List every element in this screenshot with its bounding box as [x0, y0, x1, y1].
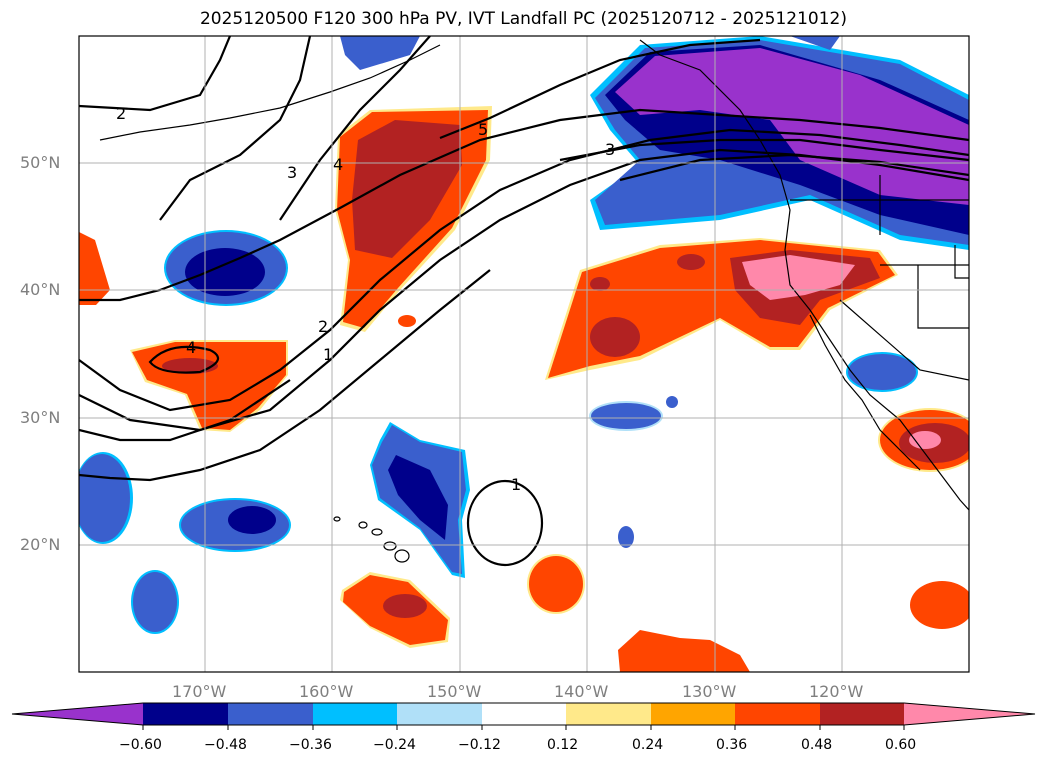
shade-central-ridge-core: [352, 120, 462, 258]
contour-label-1-closed: 1: [511, 475, 521, 494]
shade-socal-blob: [848, 354, 916, 390]
coastlines: [99, 39, 969, 511]
pv-contour-mid: [79, 108, 969, 302]
shade-tiny-blue-2: [618, 526, 634, 548]
map-panel: 2 3 4 5 3 4 2 1 1: [79, 36, 969, 672]
pv-contour-2-mid: [79, 128, 969, 412]
shade-hawaii-south-core: [383, 594, 427, 618]
pv-contour-south-1: [79, 269, 491, 482]
shade-small-orange: [529, 556, 583, 612]
map-frame: [78, 35, 970, 673]
lat-label-20n: 20°N: [20, 535, 61, 554]
contour-label-1-mid: 1: [323, 345, 333, 364]
colorbar-label: −0.12: [458, 737, 501, 753]
coastline-na-west: [639, 39, 969, 511]
shade-west-low-core: [185, 248, 265, 296]
lon-label-150w: 150°W: [427, 682, 482, 701]
colorbar-label: 0.24: [632, 737, 664, 753]
contour-label-2-mid: 2: [318, 317, 328, 336]
colorbar-segment: [143, 703, 228, 725]
pv-contour-1-closed: [466, 479, 544, 567]
shade-tiny-blue-1: [666, 396, 678, 408]
shade-coastal-core-2: [590, 317, 640, 357]
colorbar: [11, 702, 1036, 730]
colorbar-segment: [566, 703, 651, 725]
lon-label-160w: 160°W: [299, 682, 354, 701]
gridlines: [79, 36, 969, 672]
pv-contour-4-west: [148, 345, 220, 374]
shade-aleutian-2: [790, 36, 840, 50]
pv-contour-west-2: [79, 379, 291, 442]
colorbar-extend-right: [904, 703, 1035, 725]
shade-tiny-orange: [398, 315, 416, 327]
shade-hawaii-core: [388, 455, 448, 540]
pv-contour-4-north: [279, 36, 431, 221]
lon-label-120w: 120°W: [809, 682, 864, 701]
shade-small-south-blob: [133, 572, 177, 632]
colorbar-segment: [482, 703, 566, 725]
colorbar-segment: [820, 703, 904, 725]
shade-aleutian: [340, 36, 420, 70]
contour-label-5: 5: [478, 120, 488, 139]
contour-label-4-nw: 4: [333, 155, 343, 174]
hawaiian-islands: [333, 516, 410, 563]
shade-far-west-blob: [79, 454, 130, 542]
colorbar-label: −0.36: [289, 737, 332, 753]
coastline-baja: [809, 314, 921, 471]
lat-label-50n: 50°N: [20, 153, 61, 172]
colorbar-label: 0.36: [716, 737, 748, 753]
colorbar-segment: [228, 703, 313, 725]
colorbar-label: 0.48: [801, 737, 833, 753]
lon-label-130w: 130°W: [682, 682, 737, 701]
colorbar-label: −0.24: [373, 737, 416, 753]
shade-west-blob: [132, 342, 286, 430]
map-title: 2025120500 F120 300 hPa PV, IVT Landfall…: [199, 9, 847, 29]
shade-subtrop-low-core: [228, 506, 276, 534]
island-kauai: [358, 521, 368, 529]
shade-baja-blob-max: [909, 431, 941, 449]
contour-label-3-ne: 3: [605, 140, 615, 159]
lat-label-40n: 40°N: [20, 280, 61, 299]
shade-south-blob: [618, 630, 750, 672]
island-niihau: [333, 516, 341, 522]
lon-label-140w: 140°W: [554, 682, 609, 701]
colorbar-label: −0.60: [119, 737, 162, 753]
colorbar-segment: [735, 703, 820, 725]
colorbar-label: 0.60: [885, 737, 917, 753]
island-oahu: [371, 528, 383, 536]
pv-contour-5: [439, 38, 761, 140]
contour-label-2-nw: 2: [116, 104, 126, 123]
colorbar-segment: [651, 703, 735, 725]
shade-mex-south-blob: [910, 581, 969, 629]
colorbar-label: 0.12: [547, 737, 579, 753]
shade-coastal-ar-max: [742, 255, 855, 300]
pv-contour-3-north: [159, 36, 312, 221]
contour-label-3-nw: 3: [287, 163, 297, 182]
colorbar-segment: [313, 703, 397, 725]
shade-coastal-core-3: [677, 254, 705, 270]
colorbar-label: −0.48: [204, 737, 247, 753]
lon-label-170w: 170°W: [172, 682, 227, 701]
island-maui: [383, 541, 397, 551]
border-states: [839, 175, 969, 381]
shade-coastal-core-4: [590, 277, 610, 291]
lat-label-30n: 30°N: [20, 408, 61, 427]
aleutian-islands: [99, 44, 441, 141]
colorbar-segment: [397, 703, 482, 725]
shade-edge-blob: [79, 232, 110, 305]
colorbar-extend-left: [12, 703, 143, 725]
island-big: [394, 549, 410, 563]
negative-shading: [79, 36, 969, 634]
contour-label-4-west: 4: [186, 338, 196, 357]
pv-contour-2-north: [79, 36, 232, 112]
shade-central-small: [591, 403, 661, 429]
